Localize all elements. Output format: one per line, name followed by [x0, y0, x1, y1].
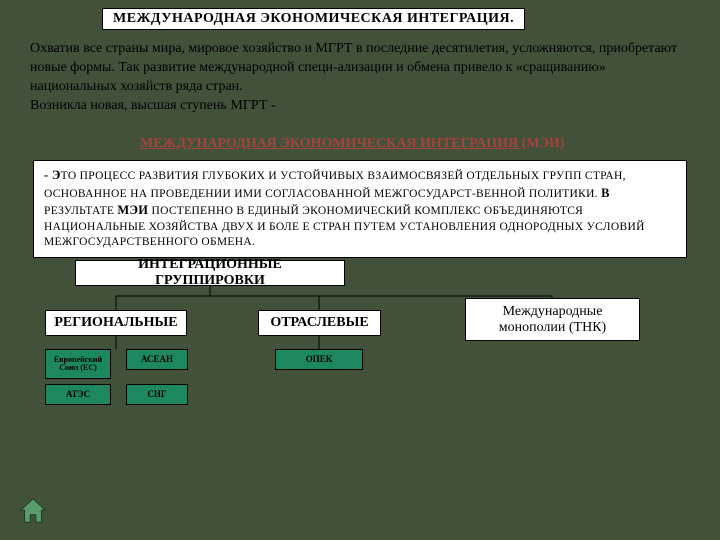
definition-box: - ЭТО ПРОЦЕСС РАЗВИТИЯ ГЛУБОКИХ И УСТОЙЧ… [33, 160, 687, 258]
box-regional: РЕГИОНАЛЬНЫЕ [45, 310, 187, 336]
btn-opec[interactable]: ОПЕК [275, 349, 363, 370]
subtitle-suffix: (МЭИ) [522, 136, 565, 151]
subtitle-mei: МЕЖДУНАРОДНАЯ ЭКОНОМИЧЕСКАЯ ИНТЕГРАЦИЯ (… [140, 136, 565, 152]
btn-eu[interactable]: Европейский Союз (ЕС) [45, 349, 111, 379]
intro-paragraph: Охватив все страны мира, мировое хозяйст… [30, 40, 690, 116]
subtitle-underlined: МЕЖДУНАРОДНАЯ ЭКОНОМИЧЕСКАЯ ИНТЕГРАЦИЯ [140, 136, 522, 151]
btn-sng[interactable]: СНГ [126, 384, 188, 405]
page-title: МЕЖДУНАРОДНАЯ ЭКОНОМИЧЕСКАЯ ИНТЕГРАЦИЯ. [102, 8, 525, 30]
box-tnk: Международные монополии (ТНК) [465, 298, 640, 341]
box-integration-groupings: ИНТЕГРАЦИОННЫЕ ГРУППИРОВКИ [75, 260, 345, 286]
home-icon[interactable] [18, 496, 48, 526]
box-sectoral: ОТРАСЛЕВЫЕ [258, 310, 381, 336]
btn-atec[interactable]: АТЭС [45, 384, 111, 405]
btn-asean[interactable]: АСЕАН [126, 349, 188, 370]
